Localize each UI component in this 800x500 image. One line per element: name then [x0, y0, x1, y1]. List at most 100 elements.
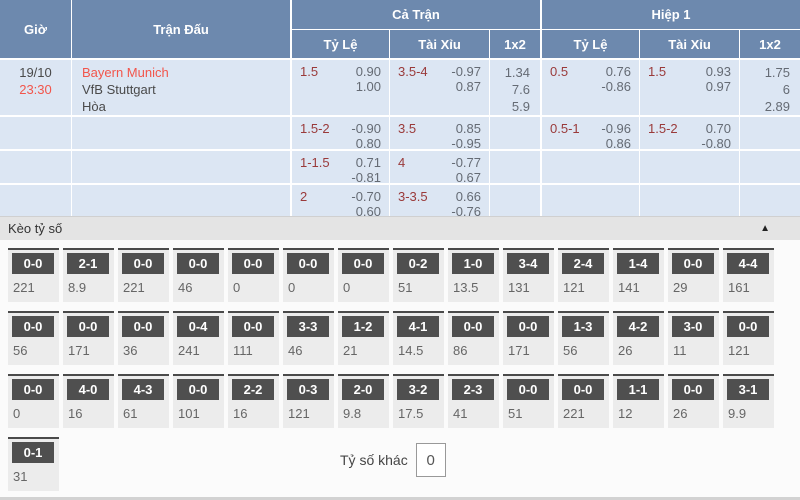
odds-value[interactable]: -0.70: [351, 189, 381, 204]
odds-value[interactable]: 0.86: [605, 136, 631, 149]
score-cell[interactable]: 1-4 141: [613, 248, 664, 302]
score-button[interactable]: 1-1: [617, 379, 659, 400]
odds-value[interactable]: 0.71: [355, 155, 381, 170]
score-button[interactable]: 0-0: [342, 253, 384, 274]
score-button[interactable]: 2-3: [452, 379, 494, 400]
score-cell[interactable]: 0-0 221: [118, 248, 169, 302]
score-cell[interactable]: 4-2 26: [613, 311, 664, 365]
score-button[interactable]: 2-1: [67, 253, 109, 274]
score-button[interactable]: 0-0: [177, 253, 219, 274]
score-cell[interactable]: 0-0 121: [723, 311, 774, 365]
odds-value[interactable]: 0.87: [455, 79, 481, 94]
score-cell[interactable]: 0-0 26: [668, 374, 719, 428]
score-cell[interactable]: 0-0 36: [118, 311, 169, 365]
odds-value[interactable]: 5.9: [511, 99, 530, 114]
score-cell[interactable]: 2-3 41: [448, 374, 499, 428]
score-button[interactable]: 3-3: [287, 316, 329, 337]
score-button[interactable]: 1-3: [562, 316, 604, 337]
score-button[interactable]: 2-2: [232, 379, 274, 400]
score-button[interactable]: 0-0: [672, 253, 714, 274]
odds-value[interactable]: -0.90: [351, 121, 381, 136]
score-cell[interactable]: 0-0 111: [228, 311, 279, 365]
odds-value[interactable]: -0.77: [451, 155, 481, 170]
score-button[interactable]: 0-0: [12, 379, 54, 400]
score-cell[interactable]: 3-3 46: [283, 311, 334, 365]
score-button[interactable]: 4-3: [122, 379, 164, 400]
score-button[interactable]: 4-2: [617, 316, 659, 337]
odds-value[interactable]: 0.76: [605, 64, 631, 79]
score-cell[interactable]: 4-4 161: [723, 248, 774, 302]
score-button[interactable]: 3-1: [727, 379, 769, 400]
odds-value[interactable]: -0.96: [601, 121, 631, 136]
score-button[interactable]: 0-0: [232, 316, 274, 337]
odds-value[interactable]: 0.66: [455, 189, 481, 204]
score-cell[interactable]: 3-0 11: [668, 311, 719, 365]
score-button[interactable]: 0-0: [67, 316, 109, 337]
score-cell[interactable]: 0-0 0: [228, 248, 279, 302]
score-button[interactable]: 0-0: [452, 316, 494, 337]
score-cell[interactable]: 0-3 121: [283, 374, 334, 428]
score-button[interactable]: 1-4: [617, 253, 659, 274]
score-cell[interactable]: 1-3 56: [558, 311, 609, 365]
odds-value[interactable]: 1.75: [764, 65, 790, 80]
odds-value[interactable]: 0.60: [355, 204, 381, 216]
collapse-arrow-icon[interactable]: ▲: [760, 223, 770, 234]
score-cell[interactable]: 2-4 121: [558, 248, 609, 302]
score-cell[interactable]: 0-0 101: [173, 374, 224, 428]
score-cell[interactable]: 0-0 221: [558, 374, 609, 428]
odds-value[interactable]: 0.67: [455, 170, 481, 183]
score-cell[interactable]: 0-0 46: [173, 248, 224, 302]
odds-value[interactable]: 7.6: [511, 82, 530, 97]
score-cell[interactable]: 4-0 16: [63, 374, 114, 428]
odds-value[interactable]: 0.85: [455, 121, 481, 136]
score-button[interactable]: 3-2: [397, 379, 439, 400]
score-button[interactable]: 0-0: [562, 379, 604, 400]
odds-value[interactable]: -0.80: [701, 136, 731, 149]
score-button[interactable]: 1-2: [342, 316, 384, 337]
score-button[interactable]: 0-0: [507, 379, 549, 400]
score-button[interactable]: 0-0: [232, 253, 274, 274]
score-button[interactable]: 2-0: [342, 379, 384, 400]
score-button[interactable]: 0-0: [177, 379, 219, 400]
score-cell[interactable]: 2-2 16: [228, 374, 279, 428]
score-button[interactable]: 0-0: [672, 379, 714, 400]
odds-value[interactable]: -0.86: [601, 79, 631, 94]
score-cell[interactable]: 1-0 13.5: [448, 248, 499, 302]
score-button[interactable]: 0-0: [287, 253, 329, 274]
odds-value[interactable]: 0.93: [705, 64, 731, 79]
odds-value[interactable]: -0.95: [451, 136, 481, 149]
score-cell[interactable]: 0-0 51: [503, 374, 554, 428]
odds-value[interactable]: 0.70: [705, 121, 731, 136]
score-button[interactable]: 0-4: [177, 316, 219, 337]
score-cell[interactable]: 0-2 51: [393, 248, 444, 302]
score-button[interactable]: 0-0: [507, 316, 549, 337]
score-cell[interactable]: 1-2 21: [338, 311, 389, 365]
score-cell[interactable]: 2-1 8.9: [63, 248, 114, 302]
score-cell[interactable]: 0-0 56: [8, 311, 59, 365]
score-cell[interactable]: 3-2 17.5: [393, 374, 444, 428]
odds-value[interactable]: -0.81: [351, 170, 381, 183]
score-button[interactable]: 3-4: [507, 253, 549, 274]
score-button[interactable]: 0-0: [12, 316, 54, 337]
score-button[interactable]: 0-0: [12, 253, 54, 274]
score-button[interactable]: 4-4: [727, 253, 769, 274]
score-button[interactable]: 1-0: [452, 253, 494, 274]
score-button[interactable]: 0-0: [727, 316, 769, 337]
odds-value[interactable]: 0.97: [705, 79, 731, 94]
score-cell[interactable]: 3-4 131: [503, 248, 554, 302]
score-cell[interactable]: 1-1 12: [613, 374, 664, 428]
score-button[interactable]: 3-0: [672, 316, 714, 337]
odds-value[interactable]: 2.89: [764, 99, 790, 114]
score-cell[interactable]: 0-0 221: [8, 248, 59, 302]
score-button[interactable]: 2-4: [562, 253, 604, 274]
odds-value[interactable]: 0.80: [355, 136, 381, 149]
odds-value[interactable]: 6: [782, 82, 790, 97]
score-cell[interactable]: 3-1 9.9: [723, 374, 774, 428]
score-cell[interactable]: 0-0 29: [668, 248, 719, 302]
score-button[interactable]: 0-2: [397, 253, 439, 274]
score-cell[interactable]: 0-0 0: [8, 374, 59, 428]
score-cell[interactable]: 4-3 61: [118, 374, 169, 428]
score-cell[interactable]: 0-0 0: [283, 248, 334, 302]
other-score-input[interactable]: [415, 443, 446, 477]
odds-value[interactable]: 1.34: [504, 65, 530, 80]
